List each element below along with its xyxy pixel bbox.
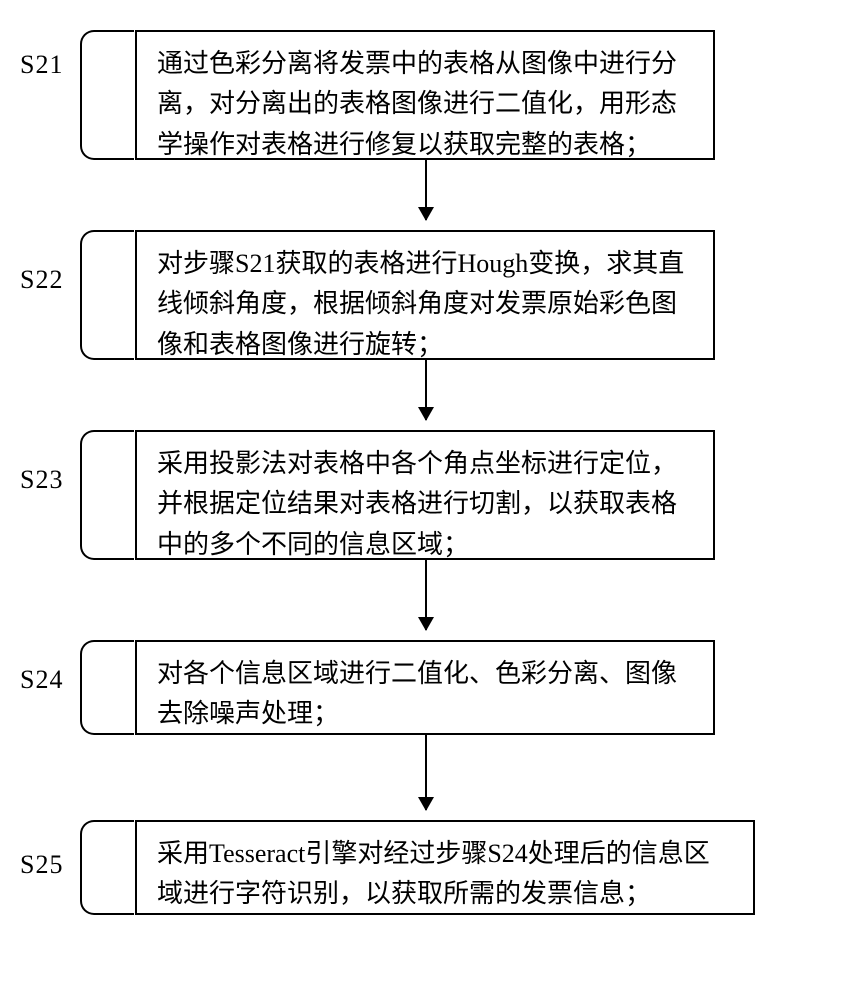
arrow-s23-s24 xyxy=(425,560,427,630)
step-label-s21: S21 xyxy=(20,50,63,80)
arrow-s21-s22 xyxy=(425,160,427,220)
step-text-s21: 通过色彩分离将发票中的表格从图像中进行分离，对分离出的表格图像进行二值化，用形态… xyxy=(157,49,677,159)
brace-s25 xyxy=(80,820,120,915)
step-label-s25: S25 xyxy=(20,850,63,880)
step-text-s22: 对步骤S21获取的表格进行Hough变换，求其直线倾斜角度，根据倾斜角度对发票原… xyxy=(157,249,684,359)
brace-s24 xyxy=(80,640,120,735)
step-box-s25: 采用Tesseract引擎对经过步骤S24处理后的信息区域进行字符识别，以获取所… xyxy=(135,820,755,915)
step-text-s25: 采用Tesseract引擎对经过步骤S24处理后的信息区域进行字符识别，以获取所… xyxy=(157,839,710,908)
arrow-s22-s23 xyxy=(425,360,427,420)
step-label-s22: S22 xyxy=(20,265,63,295)
step-label-s23: S23 xyxy=(20,465,63,495)
step-text-s23: 采用投影法对表格中各个角点坐标进行定位，并根据定位结果对表格进行切割，以获取表格… xyxy=(157,449,677,559)
step-box-s22: 对步骤S21获取的表格进行Hough变换，求其直线倾斜角度，根据倾斜角度对发票原… xyxy=(135,230,715,360)
step-box-s23: 采用投影法对表格中各个角点坐标进行定位，并根据定位结果对表格进行切割，以获取表格… xyxy=(135,430,715,560)
step-box-s24: 对各个信息区域进行二值化、色彩分离、图像去除噪声处理； xyxy=(135,640,715,735)
step-box-s21: 通过色彩分离将发票中的表格从图像中进行分离，对分离出的表格图像进行二值化，用形态… xyxy=(135,30,715,160)
step-label-s24: S24 xyxy=(20,665,63,695)
brace-s22 xyxy=(80,230,120,360)
arrow-s24-s25 xyxy=(425,735,427,810)
step-text-s24: 对各个信息区域进行二值化、色彩分离、图像去除噪声处理； xyxy=(157,659,677,728)
flowchart-container: S21 通过色彩分离将发票中的表格从图像中进行分离，对分离出的表格图像进行二值化… xyxy=(0,0,847,1000)
brace-s21 xyxy=(80,30,120,160)
brace-s23 xyxy=(80,430,120,560)
